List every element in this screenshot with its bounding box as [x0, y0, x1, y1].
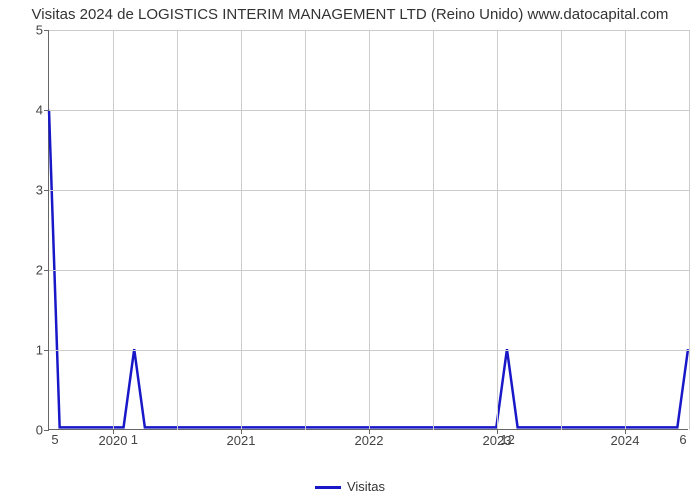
chart-container: Visitas 2024 de LOGISTICS INTERIM MANAGE… — [0, 0, 700, 500]
ytick-label: 1 — [13, 343, 49, 358]
gridline-vertical — [369, 30, 370, 430]
gridline-vertical — [497, 30, 498, 430]
legend-label: Visitas — [347, 479, 385, 494]
xtick-label: 2022 — [355, 429, 384, 448]
data-point-label: 12 — [500, 432, 514, 447]
gridline-vertical — [113, 30, 114, 430]
gridline-vertical — [625, 30, 626, 430]
gridline-vertical — [433, 30, 434, 430]
data-point-label: 6 — [679, 432, 686, 447]
ytick-label: 4 — [13, 103, 49, 118]
xtick-label: 2020 — [99, 429, 128, 448]
ytick-label: 0 — [13, 423, 49, 438]
gridline-vertical — [689, 30, 690, 430]
ytick-label: 5 — [13, 23, 49, 38]
data-point-label: 5 — [51, 432, 58, 447]
gridline-vertical — [561, 30, 562, 430]
ytick-label: 2 — [13, 263, 49, 278]
gridline-vertical — [241, 30, 242, 430]
xtick-label: 2024 — [611, 429, 640, 448]
chart-title: Visitas 2024 de LOGISTICS INTERIM MANAGE… — [0, 6, 700, 23]
gridline-vertical — [305, 30, 306, 430]
legend-swatch — [315, 486, 341, 489]
ytick-label: 3 — [13, 183, 49, 198]
legend: Visitas — [0, 479, 700, 494]
gridline-vertical — [177, 30, 178, 430]
xtick-label: 2021 — [227, 429, 256, 448]
data-point-label: 1 — [131, 432, 138, 447]
plot-area: 0123452020202120222023202451126 — [48, 30, 688, 430]
